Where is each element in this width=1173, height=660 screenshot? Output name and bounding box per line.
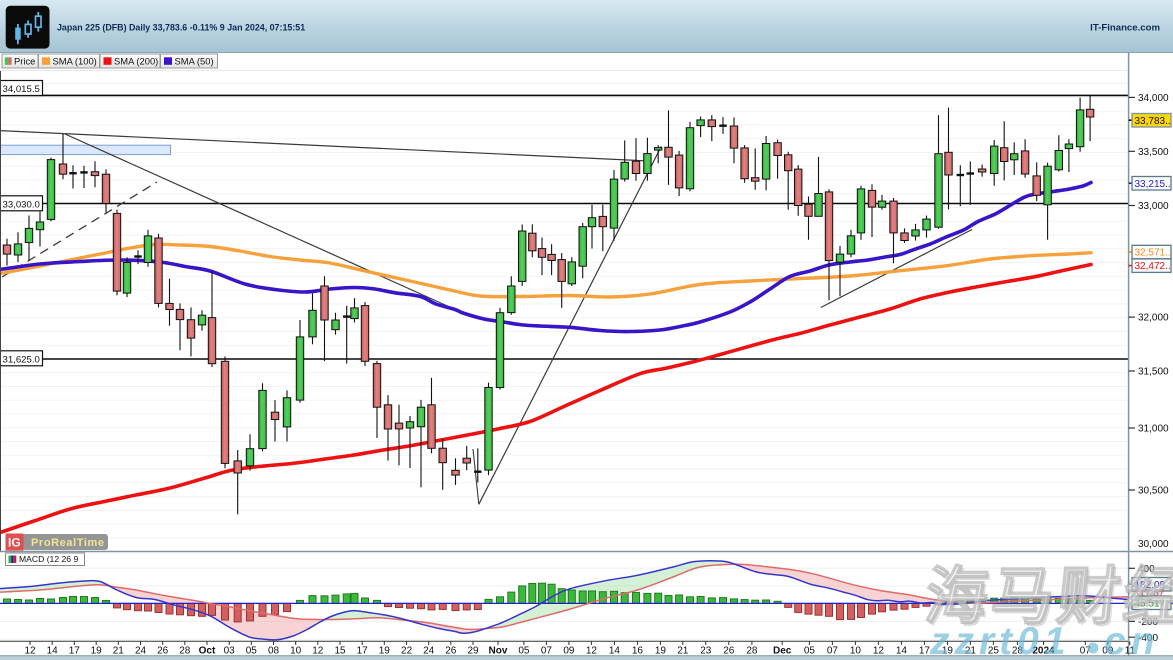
- svg-text:19: 19: [655, 646, 667, 657]
- svg-text:182.09: 182.09: [1135, 580, 1166, 591]
- svg-text:16: 16: [632, 646, 644, 657]
- svg-text:Nov: Nov: [489, 646, 508, 657]
- svg-text:12: 12: [24, 646, 36, 657]
- svg-text:03: 03: [224, 646, 236, 657]
- svg-text:05: 05: [804, 646, 816, 657]
- svg-text:12: 12: [312, 646, 324, 657]
- svg-text:14: 14: [896, 646, 908, 657]
- svg-text:11: 11: [1125, 646, 1136, 657]
- svg-text:cn: cn: [1104, 620, 1160, 660]
- svg-text:14: 14: [609, 646, 621, 657]
- svg-text:IT-Finance.com: IT-Finance.com: [1090, 23, 1160, 34]
- svg-text:32,472..: 32,472..: [1135, 261, 1171, 272]
- svg-text:28: 28: [746, 646, 758, 657]
- svg-text:17: 17: [919, 646, 931, 657]
- svg-text:ProRealTime: ProRealTime: [31, 537, 105, 549]
- svg-text:400: 400: [1138, 564, 1155, 575]
- svg-text:33,000: 33,000: [1138, 201, 1169, 212]
- svg-text:Dec: Dec: [773, 646, 792, 657]
- svg-text:30,000: 30,000: [1138, 539, 1169, 550]
- svg-text:09: 09: [563, 646, 575, 657]
- svg-text:24: 24: [135, 646, 147, 657]
- svg-text:32,571..: 32,571..: [1135, 248, 1171, 259]
- svg-text:SMA (50): SMA (50): [175, 56, 214, 67]
- svg-text:07: 07: [827, 646, 839, 657]
- svg-text:33,500: 33,500: [1138, 147, 1169, 158]
- svg-text:26: 26: [723, 646, 735, 657]
- svg-text:117.57: 117.57: [1135, 588, 1165, 599]
- svg-text:26: 26: [445, 646, 457, 657]
- svg-text:IG: IG: [8, 536, 21, 550]
- svg-text:21: 21: [677, 646, 689, 657]
- svg-text:14: 14: [47, 646, 59, 657]
- svg-text:45.517: 45.517: [1135, 598, 1166, 609]
- svg-text:32,000: 32,000: [1138, 313, 1169, 324]
- svg-text:05: 05: [246, 646, 258, 657]
- svg-text:31,000: 31,000: [1138, 424, 1169, 435]
- svg-text:21: 21: [113, 646, 125, 657]
- svg-text:zzrt01: zzrt01: [929, 620, 1071, 660]
- svg-text:SMA (100): SMA (100): [53, 56, 97, 67]
- svg-text:17: 17: [357, 646, 369, 657]
- svg-text:29: 29: [467, 646, 479, 657]
- svg-text:34,000: 34,000: [1138, 93, 1169, 104]
- svg-text:23: 23: [700, 646, 712, 657]
- svg-text:07: 07: [541, 646, 553, 657]
- svg-text:15: 15: [334, 646, 346, 657]
- svg-text:Japan 225 (DFB) Daily 33,783.6: Japan 225 (DFB) Daily 33,783.6 -0.11% 9 …: [57, 23, 305, 33]
- svg-text:07: 07: [1080, 646, 1092, 657]
- svg-text:Oct: Oct: [199, 646, 216, 657]
- svg-text:19: 19: [379, 646, 391, 657]
- svg-text:12: 12: [586, 646, 598, 657]
- svg-text:SMA (200): SMA (200): [114, 56, 158, 67]
- svg-text:MACD (12 26 9: MACD (12 26 9: [19, 554, 78, 564]
- svg-text:33,215..: 33,215..: [1135, 179, 1171, 190]
- svg-text:09: 09: [1102, 646, 1114, 657]
- svg-text:28: 28: [179, 646, 191, 657]
- svg-text:19: 19: [942, 646, 954, 657]
- svg-text:25: 25: [988, 646, 1000, 657]
- svg-text:30,500: 30,500: [1138, 486, 1169, 497]
- svg-text:10: 10: [850, 646, 862, 657]
- svg-text:17: 17: [69, 646, 81, 657]
- svg-text:31,625.0: 31,625.0: [3, 354, 40, 365]
- svg-text:海马财经: 海马财经: [922, 562, 1173, 632]
- svg-text:-200: -200: [1138, 617, 1158, 628]
- svg-text:22: 22: [401, 646, 413, 657]
- svg-text:05: 05: [518, 646, 530, 657]
- svg-text:33,030.0: 33,030.0: [3, 199, 40, 210]
- svg-text:34,015.5: 34,015.5: [3, 84, 40, 95]
- svg-text:2024: 2024: [1032, 646, 1055, 657]
- svg-text:26: 26: [157, 646, 169, 657]
- svg-text:24: 24: [423, 646, 435, 657]
- svg-text:10: 10: [290, 646, 302, 657]
- svg-text:海马财经: 海马财经: [924, 565, 1173, 635]
- svg-text:31,500: 31,500: [1138, 367, 1169, 378]
- svg-text:21: 21: [965, 646, 977, 657]
- svg-text:Price: Price: [14, 56, 35, 67]
- svg-text:-400: -400: [1138, 633, 1158, 644]
- svg-text:08: 08: [268, 646, 280, 657]
- svg-text:33,783..: 33,783..: [1135, 116, 1171, 127]
- svg-text:28: 28: [1012, 646, 1024, 657]
- svg-text:12: 12: [873, 646, 885, 657]
- svg-text:19: 19: [91, 646, 103, 657]
